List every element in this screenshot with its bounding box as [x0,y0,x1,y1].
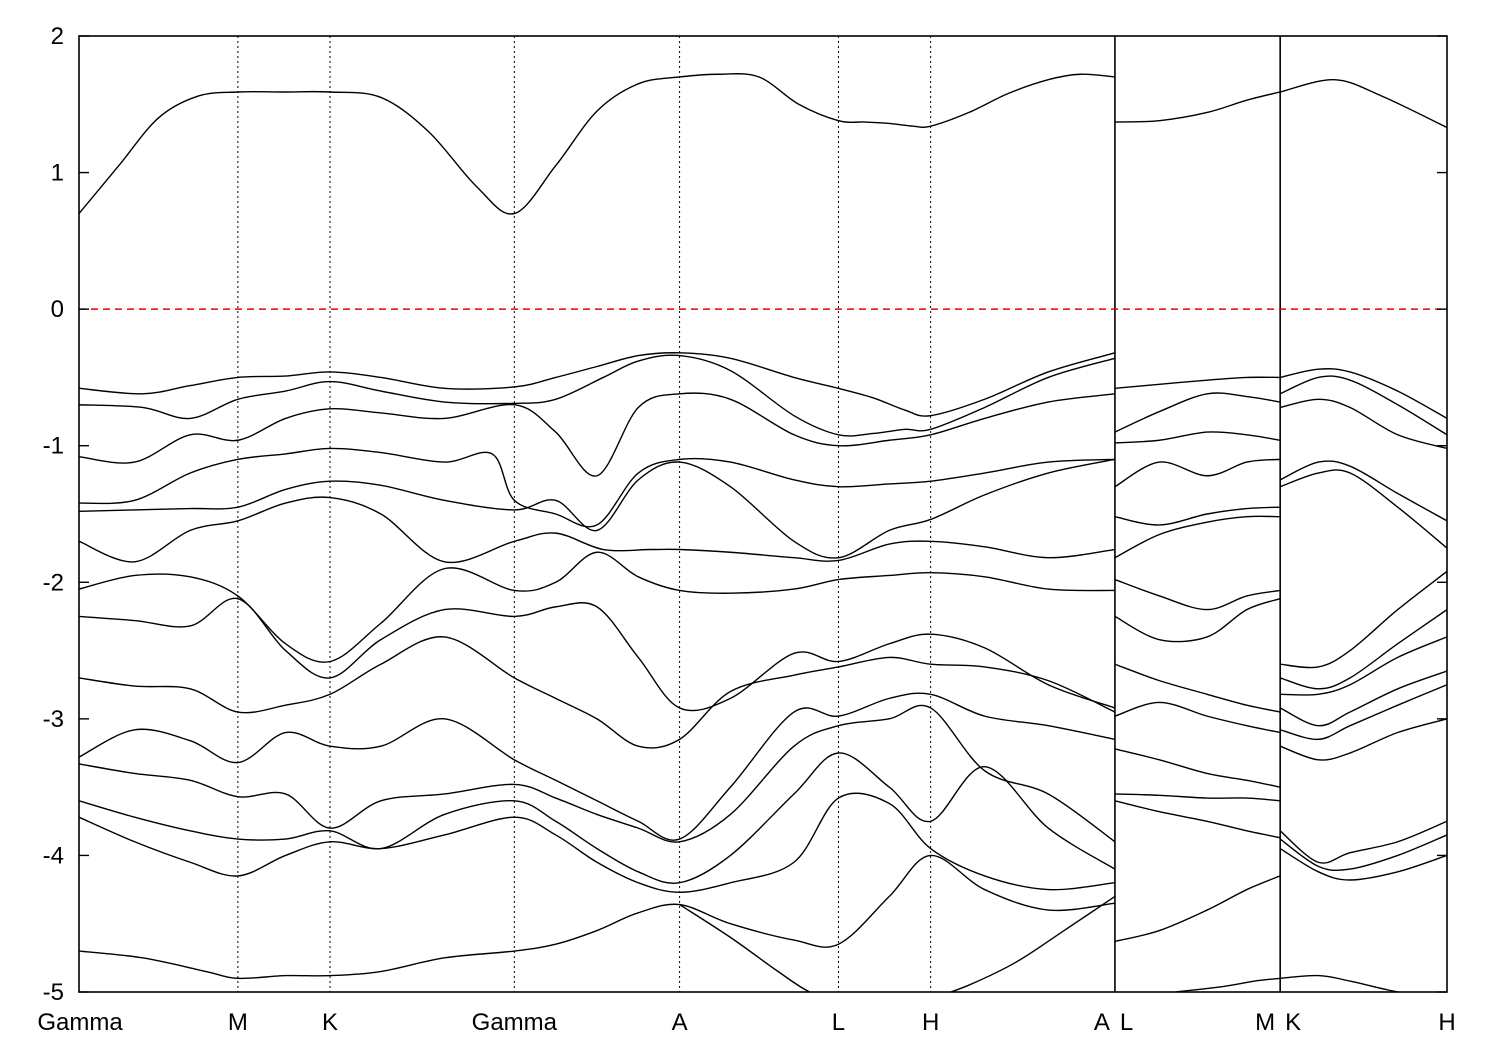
band-line-33 [1114,875,1281,943]
band-line-46 [1279,820,1447,864]
x-tick-label-h: H [1438,1009,1455,1036]
band-line-4 [79,352,1116,417]
band-line-26 [1114,578,1281,611]
y-tick-label: -5 [43,979,64,1006]
x-tick-label-a: A [1094,1009,1110,1036]
band-line-44 [1279,684,1447,741]
band-line-9 [79,496,1116,564]
x-tick-label-m: M [228,1009,248,1036]
y-tick-label: 0 [51,296,64,323]
band-line-15 [79,752,1116,884]
band-line-16 [79,792,1116,893]
band-line-49 [1280,974,1402,992]
x-tick-label-h: H [922,1009,939,1036]
band-line-25 [1114,515,1281,559]
band-line-21 [1114,392,1281,433]
band-line-42 [1280,636,1447,696]
band-line-45 [1279,718,1447,761]
band-line-35 [1280,368,1447,420]
x-tick-label-k: K [1285,1009,1301,1036]
band-line-38 [1279,460,1447,522]
band-line-28 [1114,663,1281,713]
x-tick-label-l: L [832,1009,845,1036]
band-line-34 [1175,977,1281,992]
x-tick-label-l: L [1120,1009,1133,1036]
x-tick-label-gamma: Gamma [37,1009,123,1036]
band-line-27 [1114,598,1281,643]
y-tick-label: 2 [51,23,64,50]
band-line-18 [679,904,812,992]
band-line-17 [79,854,1116,980]
band-line-47 [1279,834,1447,872]
band-line-20 [1114,376,1281,390]
band-line-12 [79,636,1116,749]
band-line-8 [79,458,1116,559]
y-tick-label: -3 [43,706,64,733]
band-line-3 [1280,78,1447,129]
y-tick-label: 1 [51,160,64,187]
band-line-48 [1279,848,1447,881]
band-line-41 [1279,609,1447,690]
band-line-39 [1279,469,1447,549]
x-tick-label-gamma: Gamma [472,1009,558,1036]
band-line-40 [1280,570,1447,669]
band-line-30 [1114,748,1281,788]
band-line-7 [79,447,1115,528]
band-line-2 [1114,91,1281,123]
band-line-13 [79,692,1116,841]
band-line-36 [1279,375,1447,436]
y-tick-label: -2 [43,569,64,596]
band-line-37 [1280,398,1447,450]
plot-frame [78,35,1448,993]
band-line-6 [79,392,1116,477]
band-line-24 [1114,506,1281,526]
band-line-11 [79,597,1116,712]
band-line-5 [79,354,1116,437]
band-line-1 [79,73,1115,215]
x-tick-label-a: A [672,1009,688,1036]
band-line-43 [1279,670,1447,727]
band-line-29 [1114,701,1281,734]
band-line-19 [948,895,1116,992]
band-line-14 [79,704,1116,843]
x-tick-label-m: M [1255,1009,1275,1036]
y-tick-label: -4 [43,842,64,869]
band-line-22 [1114,431,1281,444]
band-line-23 [1114,458,1281,488]
y-tick-label: -1 [43,433,64,460]
band-line-31 [1114,793,1281,802]
x-tick-label-k: K [322,1009,338,1036]
band-line-32 [1114,800,1281,839]
